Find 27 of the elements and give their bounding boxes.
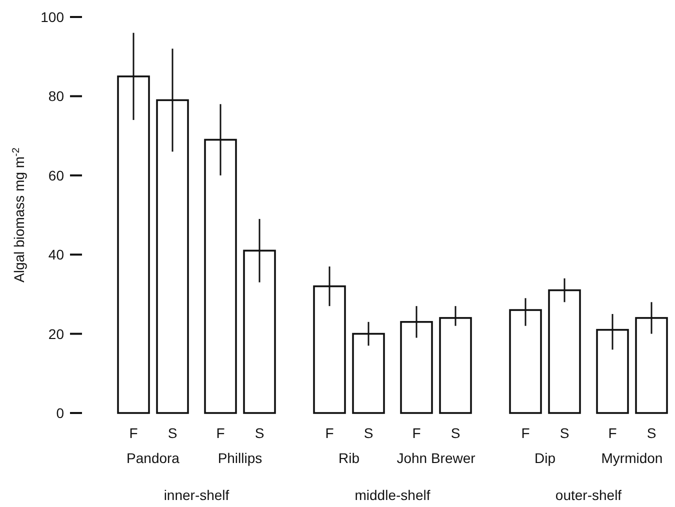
y-tick-label: 60 [48,167,64,184]
x-tick-label: F [325,425,334,441]
text: Rib [338,450,360,466]
x-tick-label: F [412,425,421,441]
text: John Brewer [396,450,476,466]
x-tick-label: F [129,425,138,441]
x-tick-label: F [521,425,530,441]
x-tick-label: F [216,425,225,441]
text: Phillips [218,450,262,466]
text: middle-shelf [354,487,430,503]
y-tick-label: 0 [56,405,64,421]
x-tick-label: S [450,425,460,441]
x-tick-label: F [608,425,617,441]
y-tick-label: 20 [48,326,64,342]
text: Pandora [126,450,180,466]
text: Dip [534,450,556,466]
text: Myrmidon [601,450,663,466]
x-tick-label: S [364,425,374,441]
x-tick-label: S [168,425,178,441]
y-tick-label: 80 [48,88,64,104]
text: outer-shelf [555,487,622,503]
text: inner-shelf [164,487,230,503]
y-tick-label: 100 [40,9,64,25]
x-tick-label: S [646,425,656,441]
x-tick-label: S [254,425,264,441]
x-tick-label: S [560,425,570,441]
y-tick-label: 40 [48,246,64,263]
